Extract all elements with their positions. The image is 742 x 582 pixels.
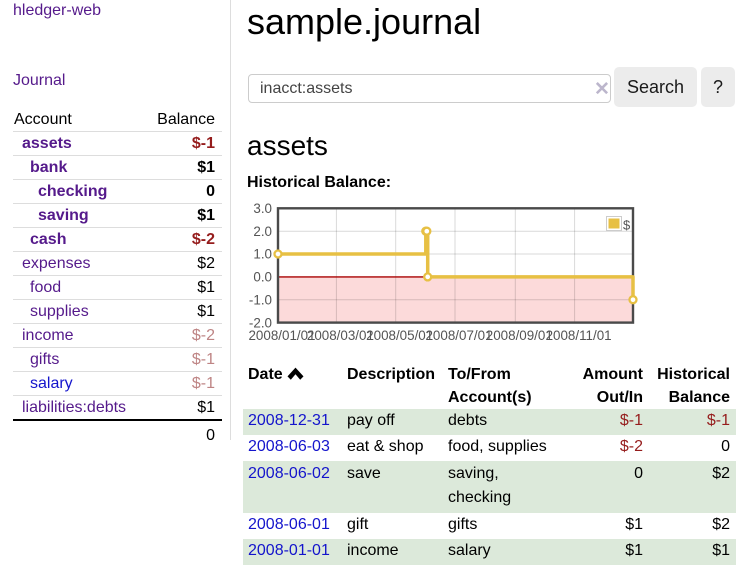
svg-text:2008/09/01: 2008/09/01 — [486, 328, 553, 343]
svg-text:0.0: 0.0 — [253, 270, 272, 285]
svg-text:2008/03/01: 2008/03/01 — [307, 328, 374, 343]
svg-text:1.0: 1.0 — [253, 247, 272, 262]
svg-text:-1.0: -1.0 — [249, 292, 272, 307]
svg-text:3.0: 3.0 — [253, 201, 272, 216]
svg-text:2008/05/01: 2008/05/01 — [366, 328, 433, 343]
svg-text:2008/07/01: 2008/07/01 — [425, 328, 492, 343]
svg-text:-2.0: -2.0 — [249, 315, 272, 330]
svg-text:2.0: 2.0 — [253, 224, 272, 239]
svg-text:2008/01/01: 2008/01/01 — [248, 328, 315, 343]
svg-text:2008/11/01: 2008/11/01 — [546, 328, 612, 343]
svg-text:$: $ — [623, 218, 631, 233]
